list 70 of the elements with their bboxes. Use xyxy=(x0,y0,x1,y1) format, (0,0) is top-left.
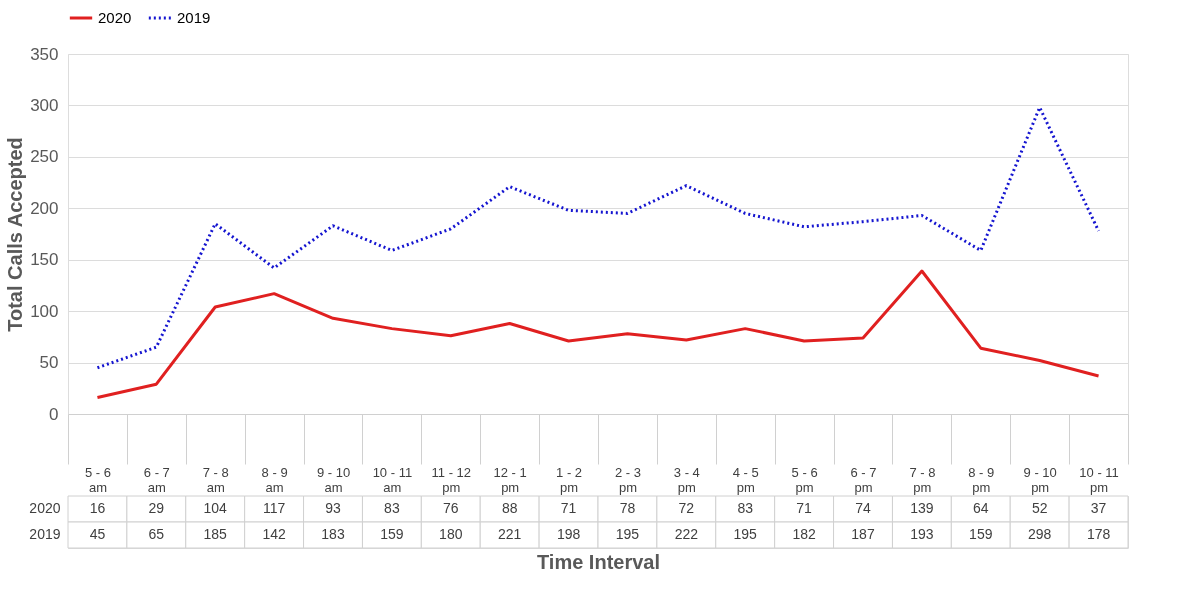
data-label: 193 xyxy=(910,526,934,542)
line-series xyxy=(95,105,1101,370)
x-tick-label: 8 - 9 am xyxy=(261,464,288,495)
data-label: 222 xyxy=(674,526,699,542)
data-label: 64 xyxy=(972,500,989,516)
data-label: 93 xyxy=(325,500,341,516)
y-tick-label: 100 xyxy=(30,301,59,321)
data-label: 180 xyxy=(439,526,463,542)
line-series xyxy=(95,269,1101,400)
x-tick-label: 5 - 6 am xyxy=(84,464,111,495)
data-label: 185 xyxy=(203,526,228,542)
data-label: 52 xyxy=(1031,500,1048,516)
y-tick-label: 350 xyxy=(30,44,59,64)
data-label: 182 xyxy=(792,526,816,542)
x-tick-label: 6 - 7 pm xyxy=(850,464,877,495)
data-label: 71 xyxy=(560,500,577,516)
legend-label: 2019 xyxy=(177,9,211,26)
text: 2019 xyxy=(29,526,61,542)
data-label: 45 xyxy=(89,526,106,542)
x-tick-label: 9 - 10 am xyxy=(316,464,351,495)
data-label: 187 xyxy=(851,526,875,542)
data-label: 142 xyxy=(262,526,286,542)
x-tick-label: 12 - 1 pm xyxy=(493,464,527,495)
data-label: 198 xyxy=(556,526,581,542)
x-tick-label: 1 - 2 pm xyxy=(556,464,583,495)
data-label: 83 xyxy=(737,500,754,516)
data-label: 72 xyxy=(678,500,695,516)
data-label: 139 xyxy=(910,500,934,516)
x-tick-label: 7 - 8 am xyxy=(202,464,229,495)
x-axis-title: Time Interval xyxy=(536,550,661,573)
x-tick-label: 10 - 11 am xyxy=(372,464,413,495)
data-label: 71 xyxy=(796,500,813,516)
data-label: 195 xyxy=(733,526,758,542)
data-label: 83 xyxy=(384,500,400,516)
x-tick-label: 9 - 10 pm xyxy=(1023,464,1057,495)
data-label: 65 xyxy=(148,526,165,542)
y-tick-label: 50 xyxy=(39,353,59,373)
x-tick-label: 10 - 11 pm xyxy=(1079,464,1119,495)
x-tick-label: 2 - 3 pm xyxy=(614,464,641,495)
data-label: 195 xyxy=(615,526,640,542)
text: 2020 xyxy=(29,500,61,516)
x-tick-label: 5 - 6 pm xyxy=(791,464,818,495)
data-label: 76 xyxy=(442,500,459,516)
x-tick-label: 3 - 4 pm xyxy=(673,464,700,495)
x-tick-label: 11 - 12 pm xyxy=(431,464,472,495)
data-label: 104 xyxy=(203,500,228,516)
y-tick-label: 250 xyxy=(30,147,59,167)
y-tick-label: 0 xyxy=(49,404,59,424)
x-tick-label: 7 - 8 pm xyxy=(909,464,936,495)
data-label: 78 xyxy=(619,500,636,516)
y-axis-title: Total Calls Accepted xyxy=(4,137,27,332)
data-label: 183 xyxy=(321,526,345,542)
data-label: 178 xyxy=(1086,526,1111,542)
x-tick-label: 6 - 7 am xyxy=(143,464,170,495)
legend-label: 2020 xyxy=(98,9,132,26)
data-label: 221 xyxy=(497,526,522,542)
data-label: 159 xyxy=(969,526,993,542)
data-label: 16 xyxy=(89,500,106,516)
x-tick-label: 4 - 5 pm xyxy=(732,464,759,495)
data-label: 159 xyxy=(380,526,404,542)
data-label: 117 xyxy=(262,500,286,516)
data-label: 88 xyxy=(501,500,518,516)
y-tick-label: 300 xyxy=(30,95,59,115)
y-tick-label: 200 xyxy=(30,198,59,218)
x-tick-label: 8 - 9 pm xyxy=(968,464,995,495)
data-label: 298 xyxy=(1027,526,1052,542)
y-tick-label: 150 xyxy=(30,250,59,270)
data-label: 37 xyxy=(1090,500,1107,516)
data-label: 74 xyxy=(855,500,871,516)
data-label: 29 xyxy=(148,500,165,516)
